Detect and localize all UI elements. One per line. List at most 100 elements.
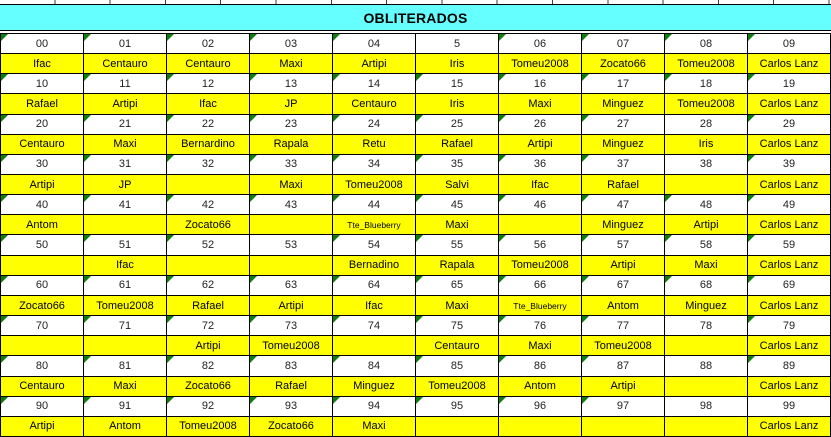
number-cell[interactable]: 25 bbox=[416, 114, 498, 134]
name-cell[interactable]: Maxi bbox=[499, 94, 581, 114]
number-cell[interactable]: 02 bbox=[167, 34, 249, 54]
number-cell[interactable]: 29 bbox=[748, 114, 830, 134]
number-cell[interactable]: 78 bbox=[665, 316, 747, 336]
name-cell[interactable]: Carlos Lanz bbox=[748, 134, 830, 154]
name-cell[interactable]: Tomeu2008 bbox=[333, 175, 415, 195]
number-cell[interactable]: 18 bbox=[665, 74, 747, 94]
name-cell[interactable]: Maxi bbox=[416, 215, 498, 235]
name-cell[interactable] bbox=[665, 336, 747, 356]
name-cell[interactable]: Zocato66 bbox=[250, 416, 332, 436]
name-cell[interactable]: Ifac bbox=[84, 255, 166, 275]
name-cell[interactable]: Minguez bbox=[665, 295, 747, 316]
number-cell[interactable]: 84 bbox=[333, 356, 415, 376]
number-cell[interactable]: 74 bbox=[333, 316, 415, 336]
number-cell[interactable]: 23 bbox=[250, 114, 332, 134]
number-cell[interactable]: 14 bbox=[333, 74, 415, 94]
number-cell[interactable]: 19 bbox=[748, 74, 830, 94]
name-cell[interactable]: Tomeu2008 bbox=[499, 54, 581, 74]
number-cell[interactable]: 30 bbox=[1, 154, 83, 175]
name-cell[interactable] bbox=[582, 416, 664, 436]
name-cell[interactable]: Tomeu2008 bbox=[416, 376, 498, 396]
name-cell[interactable]: Zocato66 bbox=[167, 376, 249, 396]
name-cell[interactable]: JP bbox=[250, 94, 332, 114]
number-cell[interactable]: 03 bbox=[250, 34, 332, 54]
name-cell[interactable]: Minguez bbox=[582, 215, 664, 235]
name-cell[interactable] bbox=[665, 416, 747, 436]
name-cell[interactable]: Tomeu2008 bbox=[499, 255, 581, 275]
name-cell[interactable]: Zocato66 bbox=[1, 295, 83, 316]
name-cell[interactable]: Iris bbox=[665, 134, 747, 154]
number-cell[interactable]: 17 bbox=[582, 74, 664, 94]
number-cell[interactable]: 06 bbox=[499, 34, 581, 54]
number-cell[interactable]: 44 bbox=[333, 195, 415, 215]
number-cell[interactable]: 92 bbox=[167, 396, 249, 416]
number-cell[interactable]: 98 bbox=[665, 396, 747, 416]
name-cell[interactable]: Antom bbox=[582, 295, 664, 316]
number-cell[interactable]: 56 bbox=[499, 235, 581, 255]
name-cell[interactable] bbox=[499, 416, 581, 436]
name-cell[interactable]: Iris bbox=[416, 94, 498, 114]
number-cell[interactable]: 99 bbox=[748, 396, 830, 416]
number-cell[interactable]: 61 bbox=[84, 275, 166, 295]
number-cell[interactable]: 97 bbox=[582, 396, 664, 416]
number-cell[interactable]: 01 bbox=[84, 34, 166, 54]
number-cell[interactable]: 64 bbox=[333, 275, 415, 295]
name-cell[interactable] bbox=[167, 255, 249, 275]
name-cell[interactable]: Carlos Lanz bbox=[748, 94, 830, 114]
name-cell[interactable]: Maxi bbox=[250, 175, 332, 195]
name-cell[interactable] bbox=[665, 376, 747, 396]
number-cell[interactable]: 62 bbox=[167, 275, 249, 295]
number-cell[interactable]: 81 bbox=[84, 356, 166, 376]
number-cell[interactable]: 45 bbox=[416, 195, 498, 215]
name-cell[interactable]: Rapala bbox=[416, 255, 498, 275]
name-cell[interactable]: Artipi bbox=[1, 175, 83, 195]
name-cell[interactable]: Retu bbox=[333, 134, 415, 154]
name-cell[interactable]: Maxi bbox=[250, 54, 332, 74]
number-cell[interactable]: 21 bbox=[84, 114, 166, 134]
name-cell[interactable] bbox=[250, 255, 332, 275]
name-cell[interactable]: Ifac bbox=[333, 295, 415, 316]
name-cell[interactable]: Ifac bbox=[499, 175, 581, 195]
name-cell[interactable]: Maxi bbox=[499, 336, 581, 356]
name-cell[interactable]: Tomeu2008 bbox=[167, 416, 249, 436]
name-cell[interactable]: Tte_Blueberry bbox=[499, 295, 581, 316]
name-cell[interactable]: Ifac bbox=[1, 54, 83, 74]
number-cell[interactable]: 94 bbox=[333, 396, 415, 416]
number-cell[interactable]: 63 bbox=[250, 275, 332, 295]
name-cell[interactable] bbox=[499, 215, 581, 235]
name-cell[interactable]: Minguez bbox=[333, 376, 415, 396]
name-cell[interactable] bbox=[1, 336, 83, 356]
name-cell[interactable]: Artipi bbox=[250, 295, 332, 316]
name-cell[interactable]: Centauro bbox=[1, 134, 83, 154]
number-cell[interactable]: 51 bbox=[84, 235, 166, 255]
number-cell[interactable]: 24 bbox=[333, 114, 415, 134]
name-cell[interactable]: Tomeu2008 bbox=[582, 336, 664, 356]
name-cell[interactable]: Maxi bbox=[665, 255, 747, 275]
number-cell[interactable]: 5 bbox=[416, 34, 498, 54]
number-cell[interactable]: 12 bbox=[167, 74, 249, 94]
number-cell[interactable]: 31 bbox=[84, 154, 166, 175]
number-cell[interactable]: 16 bbox=[499, 74, 581, 94]
number-cell[interactable]: 50 bbox=[1, 235, 83, 255]
name-cell[interactable]: Artipi bbox=[582, 255, 664, 275]
number-cell[interactable]: 60 bbox=[1, 275, 83, 295]
name-cell[interactable] bbox=[84, 215, 166, 235]
number-cell[interactable]: 77 bbox=[582, 316, 664, 336]
number-cell[interactable]: 47 bbox=[582, 195, 664, 215]
number-cell[interactable]: 57 bbox=[582, 235, 664, 255]
number-cell[interactable]: 37 bbox=[582, 154, 664, 175]
number-cell[interactable]: 85 bbox=[416, 356, 498, 376]
name-cell[interactable] bbox=[84, 336, 166, 356]
number-cell[interactable]: 72 bbox=[167, 316, 249, 336]
number-cell[interactable]: 52 bbox=[167, 235, 249, 255]
name-cell[interactable]: Rafael bbox=[416, 134, 498, 154]
number-cell[interactable]: 27 bbox=[582, 114, 664, 134]
number-cell[interactable]: 04 bbox=[333, 34, 415, 54]
name-cell[interactable]: Rafael bbox=[1, 94, 83, 114]
name-cell[interactable] bbox=[416, 416, 498, 436]
number-cell[interactable]: 66 bbox=[499, 275, 581, 295]
number-cell[interactable]: 91 bbox=[84, 396, 166, 416]
name-cell[interactable]: Artipi bbox=[582, 376, 664, 396]
name-cell[interactable]: Carlos Lanz bbox=[748, 215, 830, 235]
number-cell[interactable]: 34 bbox=[333, 154, 415, 175]
